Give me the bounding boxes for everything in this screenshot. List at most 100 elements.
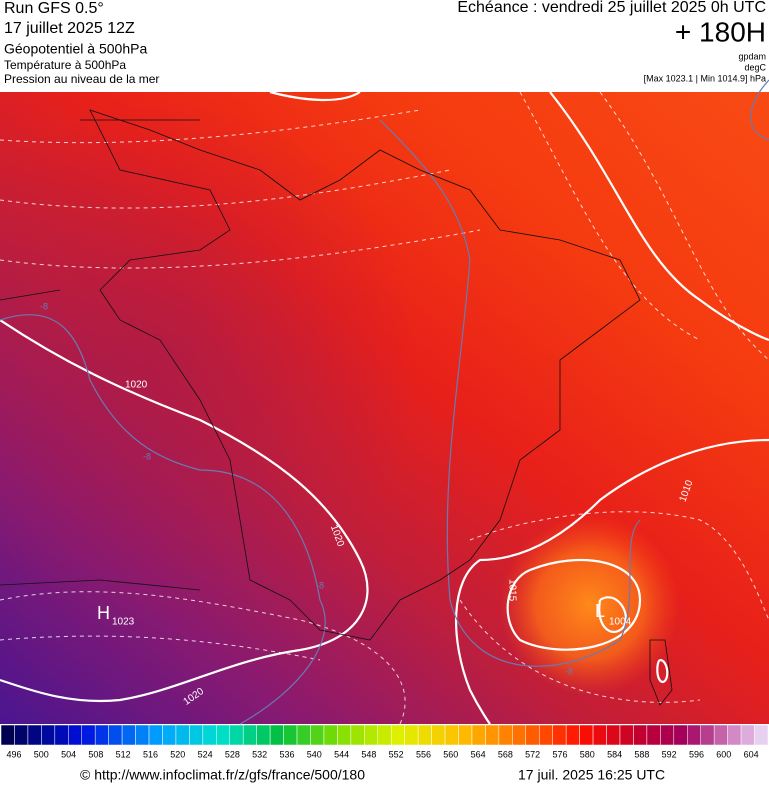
colorbar-label: 600 <box>716 749 731 759</box>
warm-core <box>0 92 769 724</box>
colorbar-swatch <box>727 724 742 746</box>
colorbar-label: 532 <box>252 749 267 759</box>
footer-url: © http://www.infoclimat.fr/z/gfs/france/… <box>80 767 365 783</box>
isotherm-label: -8 <box>40 301 48 311</box>
colorbar-swatch <box>687 724 701 746</box>
isobars <box>0 90 769 725</box>
colorbar-label: 508 <box>88 749 103 759</box>
run-date: 17 juillet 2025 12Z <box>4 20 135 37</box>
colorbar-label: 520 <box>170 749 185 759</box>
colorbar-label: 572 <box>525 749 540 759</box>
colorbar-swatch <box>444 724 459 746</box>
colorbar-swatch <box>310 724 325 746</box>
colorbar-swatch <box>135 724 150 746</box>
colorbar-swatch <box>512 724 527 746</box>
colorbar-label: 512 <box>116 749 131 759</box>
colorbar-swatch <box>458 724 473 746</box>
colorbar-swatch <box>54 724 69 746</box>
colorbar-swatch <box>417 724 432 746</box>
colorbar-label: 504 <box>61 749 76 759</box>
isotherm-label: -8 <box>143 451 151 461</box>
colorbar-swatch <box>390 724 405 746</box>
colorbar-swatch <box>646 724 661 746</box>
header: Run GFS 0.5° 17 juillet 2025 12Z Géopote… <box>4 0 767 86</box>
run-title: Run GFS 0.5° <box>4 0 104 17</box>
colorbar-swatch <box>754 724 769 746</box>
isotherm-labels: -8 -8 -8 -8 <box>40 301 573 676</box>
high-value: 1023 <box>112 617 135 628</box>
colorbar-label: 596 <box>689 749 704 759</box>
high-letter: H <box>97 603 110 623</box>
footer-stamp: 17 juil. 2025 16:25 UTC <box>518 767 665 783</box>
colorbar-swatch <box>337 724 352 746</box>
colorbar-label: 516 <box>143 749 158 759</box>
colorbar-label: 564 <box>471 749 486 759</box>
low-value: 1004 <box>609 617 632 628</box>
colorbar-swatch <box>121 724 136 746</box>
isobar-label: 1020 <box>125 380 148 391</box>
isobar-label: 1015 <box>506 579 517 602</box>
colorbar-label: 496 <box>6 749 21 759</box>
colorbar-swatch <box>633 724 648 746</box>
colorbar-swatch <box>229 724 244 746</box>
colorbar-swatch <box>700 724 715 746</box>
colorbar-swatch <box>81 724 96 746</box>
echeance: Echéance : vendredi 25 juillet 2025 0h U… <box>457 0 766 16</box>
colorbar-swatch <box>404 724 419 746</box>
colorbar-label: 576 <box>552 749 567 759</box>
colorbar-swatch <box>296 724 311 746</box>
colorbar-swatch <box>242 724 257 746</box>
field-label: Température à 500hPa <box>4 58 126 72</box>
isotherm-label: -8 <box>316 580 324 590</box>
colorbar-swatch <box>740 724 755 746</box>
colorbar-swatch <box>431 724 446 746</box>
colorbar-swatch <box>350 724 365 746</box>
colorbar-label: 552 <box>389 749 404 759</box>
colorbar-swatch <box>283 724 298 746</box>
colorbar-label: 500 <box>34 749 49 759</box>
colorbar-swatch <box>619 724 634 746</box>
colorbar-label: 592 <box>662 749 677 759</box>
colorbar-swatch <box>498 724 513 746</box>
colorbar-swatch <box>202 724 217 746</box>
unit: degC <box>744 62 766 72</box>
colorbar-label: 540 <box>307 749 322 759</box>
colorbar-label: 604 <box>744 749 759 759</box>
colorbar-swatch <box>377 724 392 746</box>
colorbar-swatch <box>189 724 204 746</box>
colorbar-swatch <box>565 724 580 746</box>
colorbar: 496 500 504 508 512 516 520 524 528 532 536 540 544 5… <box>0 724 769 759</box>
colorbar-swatch <box>0 724 15 746</box>
colorbar-swatch <box>525 724 540 746</box>
colorbar-swatch <box>256 724 271 746</box>
low-letter: L <box>595 601 605 621</box>
colorbar-swatch <box>323 724 338 746</box>
coastlines-borders <box>0 109 673 706</box>
colorbar-label: 556 <box>416 749 431 759</box>
colorbar-label: 524 <box>198 749 213 759</box>
colorbar-swatch <box>713 724 728 746</box>
colorbar-swatch <box>148 724 163 746</box>
field-label: Géopotentiel à 500hPa <box>4 41 147 57</box>
colorbar-label: 580 <box>580 749 595 759</box>
colorbar-swatch <box>108 724 123 746</box>
unit: gpdam <box>738 51 766 61</box>
colorbar-label: 544 <box>334 749 349 759</box>
colorbar-swatch <box>14 724 29 746</box>
colorbar-swatch <box>162 724 177 746</box>
colorbar-swatch <box>485 724 500 746</box>
colorbar-swatch <box>175 724 190 746</box>
colorbar-swatch <box>538 724 553 746</box>
colorbar-swatch <box>606 724 621 746</box>
colorbar-swatch <box>364 724 379 746</box>
colorbar-swatch <box>660 724 675 746</box>
colorbar-label: 588 <box>634 749 649 759</box>
colorbar-label: 584 <box>607 749 622 759</box>
colorbar-swatch <box>552 724 567 746</box>
colorbar-swatch <box>27 724 42 746</box>
colorbar-label: 536 <box>279 749 294 759</box>
geopotential-lines <box>0 91 769 725</box>
colorbar-swatch <box>579 724 594 746</box>
colorbar-swatch <box>216 724 231 746</box>
